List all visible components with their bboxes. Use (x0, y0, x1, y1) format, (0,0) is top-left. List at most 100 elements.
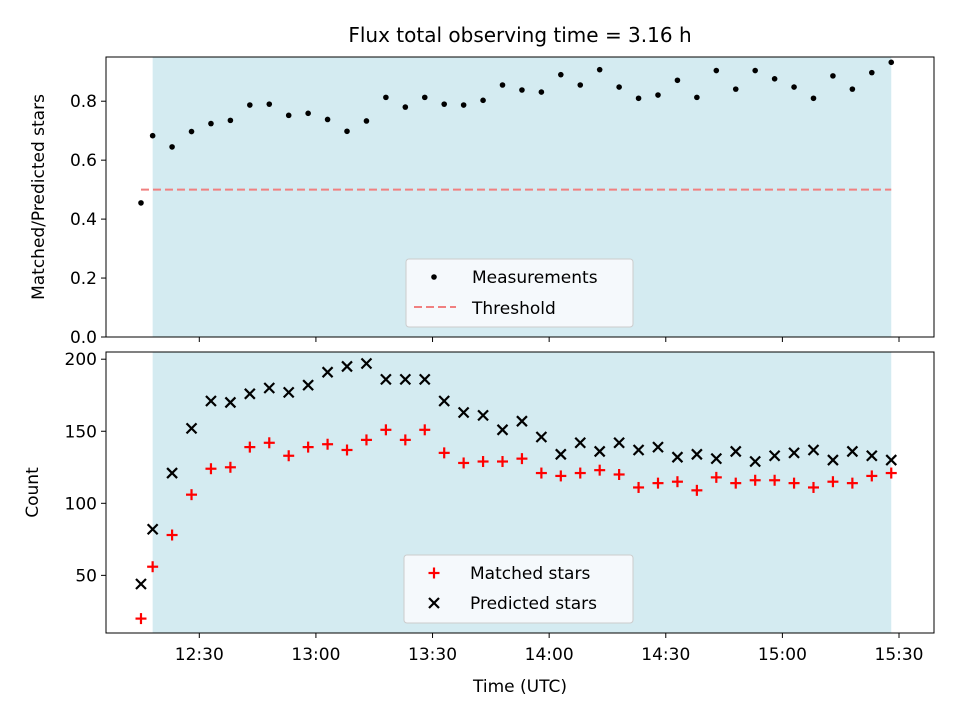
top-y-tick-label: 0.6 (70, 151, 97, 171)
cross-stroke-b (496, 424, 509, 436)
measurement-point (752, 67, 758, 74)
predicted-star-point (574, 437, 587, 449)
top-y-tick-label: 0.4 (70, 210, 97, 230)
cross-stroke-b (302, 379, 314, 391)
predicted-star-point (632, 444, 645, 456)
cross-stroke-b (710, 452, 723, 465)
measurement-point (849, 86, 856, 92)
legend-cross-glyph (428, 597, 440, 609)
predicted-star-point (263, 382, 276, 394)
measurement-point (499, 82, 506, 88)
top-legend: Measurements Threshold (405, 258, 634, 328)
measurement-point (519, 87, 525, 93)
predicted-star-point (321, 366, 334, 378)
matched-star-point (322, 438, 334, 450)
cross-stroke-b (477, 409, 489, 422)
matched-star-point (574, 467, 586, 479)
cross-stroke-b (360, 357, 373, 370)
top-x-ticks (198, 337, 900, 342)
predicted-star-point (146, 523, 159, 536)
measurement-point (363, 118, 370, 124)
matched-star-point (135, 613, 147, 625)
legend-matched-marker (428, 567, 440, 579)
matched-star-point (380, 424, 392, 436)
matched-star-point (866, 470, 878, 482)
matched-star-point (652, 477, 664, 489)
matched-star-point (535, 467, 547, 479)
cross-stroke-b (457, 406, 470, 419)
measurement-point (285, 112, 292, 119)
predicted-star-point (477, 409, 489, 422)
predicted-star-point (438, 395, 450, 407)
predicted-star-point (418, 373, 431, 386)
predicted-star-point (224, 396, 237, 409)
top-y-axis-label: Matched/Predicted stars (29, 94, 49, 300)
matched-star-point (633, 481, 645, 493)
predicted-star-point (302, 379, 314, 391)
matched-star-point (885, 467, 897, 479)
measurement-point (616, 84, 622, 90)
matched-star-point (710, 471, 722, 483)
cross-stroke-b (244, 388, 256, 400)
predicted-star-point (535, 431, 548, 443)
measurement-point (138, 200, 144, 206)
cross-stroke-b (691, 448, 703, 461)
measurement-point (596, 66, 603, 73)
x-tick-label: 15:00 (758, 645, 807, 665)
bottom-axes-frame (105, 351, 935, 634)
cross-stroke-b (866, 449, 878, 462)
predicted-star-point (827, 454, 839, 466)
cross-stroke-b (729, 445, 742, 458)
measurement-point (558, 71, 564, 78)
bottom-y-axis-label: Count (23, 467, 43, 518)
measurement-point (732, 86, 739, 92)
matched-star-point (244, 441, 256, 453)
matched-star-point (827, 476, 839, 488)
measurement-point (149, 132, 156, 139)
measurement-point (635, 95, 642, 102)
cross-stroke-b (516, 415, 528, 427)
cross-stroke-b (827, 454, 839, 466)
matched-star-point (205, 463, 217, 475)
predicted-star-point (555, 448, 567, 461)
cross-stroke-b (205, 395, 217, 407)
predicted-star-point (807, 444, 820, 456)
matched-star-point (360, 434, 372, 446)
chart-title: Flux total observing time = 3.16 h (348, 23, 691, 47)
cross-stroke-b (807, 444, 820, 456)
x-tick-label: 14:30 (641, 645, 690, 665)
predicted-star-point (244, 388, 256, 400)
predicted-star-point (166, 467, 178, 479)
matched-star-point (730, 477, 742, 489)
cross-stroke-b (885, 454, 898, 466)
measurement-point (324, 116, 331, 123)
matched-star-point (613, 468, 625, 480)
cross-stroke-b (749, 455, 761, 468)
measurement-point (869, 69, 875, 76)
measurement-point (266, 101, 273, 107)
measurement-point (830, 73, 836, 79)
matched-star-point (186, 489, 198, 501)
x-tick-label: 12:30 (175, 645, 224, 665)
predicted-star-point (457, 406, 470, 419)
matched-star-point (399, 434, 411, 446)
predicted-star-point (496, 424, 509, 436)
measurement-point (810, 95, 817, 102)
measurement-point (247, 102, 253, 108)
predicted-star-point (846, 445, 859, 458)
cross-stroke-b (428, 597, 440, 609)
cross-stroke-b (574, 437, 587, 449)
matched-star-point (419, 424, 431, 436)
matched-star-point (224, 461, 236, 473)
predicted-star-point (516, 415, 528, 427)
cross-stroke-b (321, 366, 334, 378)
predicted-star-point (135, 578, 147, 590)
top-y-ticks: 0.0 0.2 0.4 0.6 0.8 (70, 92, 106, 348)
cross-stroke-b (768, 449, 781, 462)
top-y-tick-label: 0.0 (70, 328, 97, 348)
top-y-tick-label: 0.2 (70, 269, 97, 289)
matched-star-point (807, 481, 819, 493)
bottom-y-tick-label: 200 (65, 350, 97, 370)
matched-star-point (846, 477, 858, 489)
measurement-point (441, 101, 447, 107)
